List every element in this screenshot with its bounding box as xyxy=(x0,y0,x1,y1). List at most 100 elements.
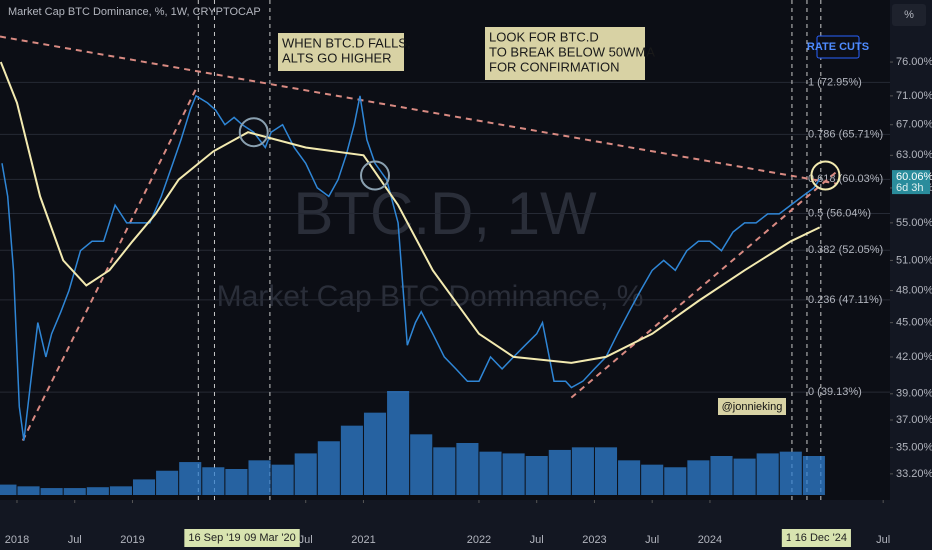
y-tick-label: 63.00% xyxy=(896,149,932,161)
volume-bar xyxy=(363,412,387,495)
fib-label: 0.786 (65.71%) xyxy=(808,128,883,140)
highlight-circle xyxy=(360,160,391,191)
volume-bar xyxy=(387,391,410,495)
annotation-text: TO BREAK BELOW 50WMA xyxy=(489,44,655,59)
volume-bar xyxy=(202,467,225,495)
scale-button-label[interactable]: % xyxy=(904,9,914,21)
y-tick-label: 42.00% xyxy=(896,351,932,363)
chart-title: Market Cap BTC Dominance, %, 1W, CRYPTOC… xyxy=(8,6,261,18)
volume-bar xyxy=(248,460,271,495)
volume-bar xyxy=(17,486,40,495)
y-tick-label: 51.00% xyxy=(896,254,932,266)
volume-bar xyxy=(594,447,618,495)
volume-bar xyxy=(641,464,664,495)
volume-bar xyxy=(433,447,456,495)
watermark-sub: Market Cap BTC Dominance, % xyxy=(217,280,644,313)
series-line xyxy=(0,61,821,364)
x-tick-label: 2021 xyxy=(351,534,375,546)
highlight-circle xyxy=(238,117,269,148)
volume-bar xyxy=(779,451,802,495)
event-date-box xyxy=(790,529,851,547)
y-tick-label: 67.00% xyxy=(896,119,932,131)
fib-label: 0 (39.13%) xyxy=(808,386,862,398)
volume-bar xyxy=(156,470,179,495)
volume-bar xyxy=(179,462,202,495)
x-tick-label: 2022 xyxy=(467,534,491,546)
volume-bar xyxy=(548,449,571,495)
annotation-text: FOR CONFIRMATION xyxy=(489,59,619,74)
x-tick-label: 2018 xyxy=(5,534,29,546)
x-tick-label: 2023 xyxy=(582,534,606,546)
y-tick-label: 45.00% xyxy=(896,317,932,329)
y-tick-label: 37.00% xyxy=(896,414,932,426)
volume-bar xyxy=(802,456,825,495)
volume-bar xyxy=(225,469,248,495)
volume-bar xyxy=(618,460,641,495)
x-tick-label: 2024 xyxy=(698,534,722,546)
x-tick-label: Jul xyxy=(876,534,890,546)
x-tick-label: Jul xyxy=(299,534,313,546)
volume-bar xyxy=(756,453,779,495)
volume-bar xyxy=(687,460,710,495)
y-tick-label: 48.00% xyxy=(896,284,932,296)
fib-label: 0.236 (47.11%) xyxy=(808,294,882,306)
annotation-box xyxy=(485,27,645,80)
annotation-text: ALTS GO HIGHER xyxy=(282,50,392,65)
rate-cuts-text: RATE CUTS xyxy=(807,41,869,53)
y-tick-label: 55.00% xyxy=(896,217,932,229)
rate-cuts-box xyxy=(816,35,860,59)
volume-bar xyxy=(410,434,433,495)
countdown: 6d 3h xyxy=(896,182,924,194)
x-tick-label: 2019 xyxy=(120,534,144,546)
last-price-label: 60.06% xyxy=(896,171,932,183)
author-text: @jonnieking xyxy=(722,401,783,413)
annotation-text: WHEN BTC.D FALLS, xyxy=(282,35,411,50)
series-line xyxy=(1,94,821,441)
event-date-label: 09 Mar '20 xyxy=(244,532,296,544)
time-axis-background xyxy=(0,500,932,550)
volume-bar xyxy=(479,451,502,495)
volume-bar xyxy=(340,425,363,495)
y-tick-label: 39.00% xyxy=(896,388,932,400)
event-date-box xyxy=(240,529,300,547)
volume-bar xyxy=(132,479,156,495)
event-date-box xyxy=(184,529,245,547)
last-price-box xyxy=(892,170,930,195)
volume-bar xyxy=(571,447,594,495)
fib-label: 1 (72.95%) xyxy=(808,76,862,88)
event-date-label: 16 Sep '19 xyxy=(188,532,240,544)
scale-button[interactable] xyxy=(892,4,926,26)
y-tick-label: 71.00% xyxy=(896,90,932,102)
author-box xyxy=(718,398,786,415)
y-tick-label: 35.00% xyxy=(896,442,932,454)
volume-bar xyxy=(317,441,340,495)
volume-bar xyxy=(294,453,317,495)
volume-bar xyxy=(664,467,687,495)
fib-label: 0.5 (56.04%) xyxy=(808,207,871,219)
volume-bar xyxy=(271,464,294,495)
highlight-circle xyxy=(810,160,841,191)
volume-bar xyxy=(0,484,17,495)
volume-bar xyxy=(63,488,86,495)
volume-bar xyxy=(456,443,479,495)
trendline xyxy=(570,170,838,399)
volume-bar xyxy=(710,456,733,495)
x-tick-label: Jul xyxy=(68,534,82,546)
volume-bar xyxy=(40,488,63,495)
annotation-text: LOOK FOR BTC.D xyxy=(489,29,599,44)
volume-bar xyxy=(502,453,525,495)
fib-label: 0.382 (52.05%) xyxy=(808,244,883,256)
trendline xyxy=(0,35,838,185)
volume-bar xyxy=(733,458,756,495)
volume-bar xyxy=(86,487,109,495)
volume-bar xyxy=(525,456,548,495)
x-tick-label: Jul xyxy=(530,534,544,546)
y-tick-label: 33.20% xyxy=(896,468,932,480)
event-date-label: 16 Dec '24 xyxy=(795,532,847,544)
volume-bar xyxy=(109,486,132,495)
x-tick-label: Jul xyxy=(645,534,659,546)
annotation-box xyxy=(278,33,404,71)
y-tick-label: 76.00% xyxy=(896,56,932,68)
